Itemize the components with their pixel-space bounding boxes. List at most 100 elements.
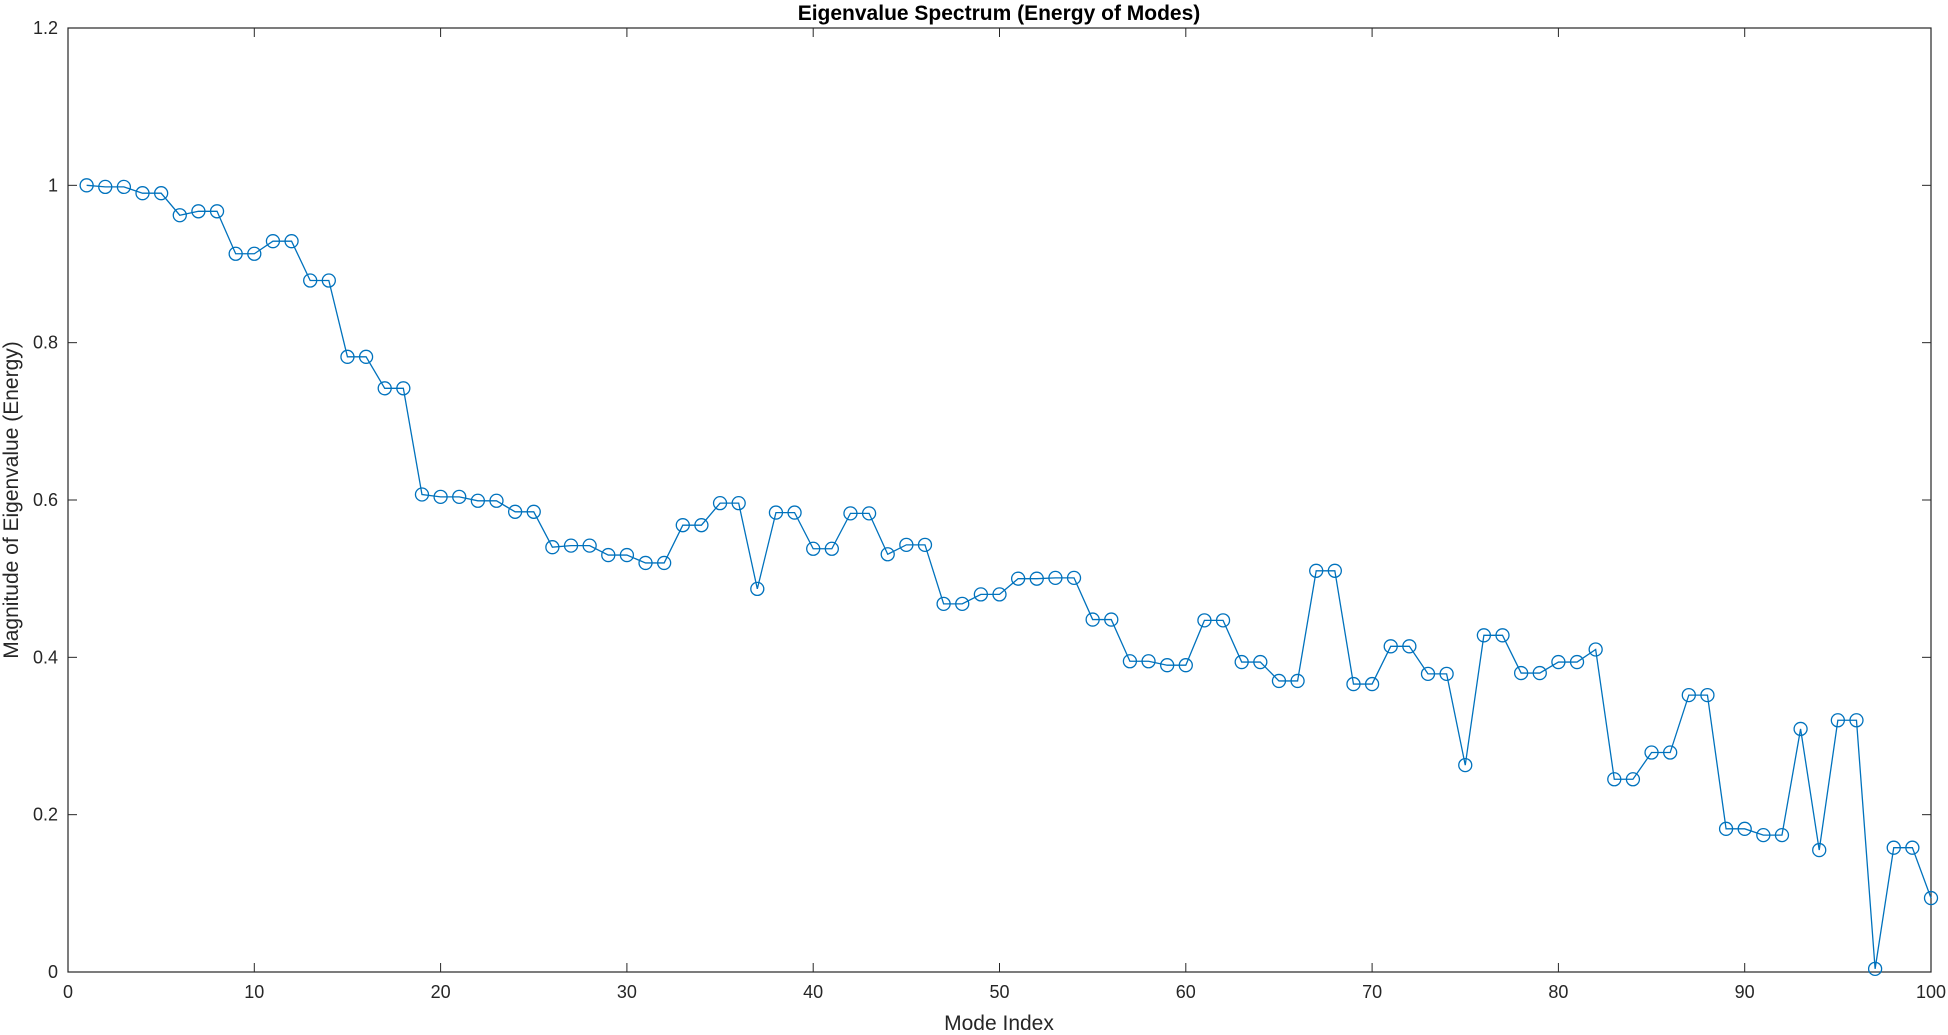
x-tick-label: 0 [63, 982, 73, 1002]
data-point [1718, 821, 1734, 836]
data-point [172, 208, 187, 223]
data-point [1439, 666, 1454, 682]
y-tick-label: 0.2 [33, 805, 58, 825]
plot-frame [67, 27, 1932, 973]
chart-title: Eigenvalue Spectrum (Energy of Modes) [798, 2, 1201, 25]
data-point [936, 596, 951, 611]
data-point [265, 234, 281, 249]
data-point [694, 518, 709, 533]
data-point [973, 587, 989, 602]
data-point [992, 587, 1007, 602]
data-point [340, 349, 355, 364]
data-point [526, 504, 541, 519]
y-axis-ticks: 0 0.2 0.4 0.6 0.8 1 1.2 [33, 18, 1931, 982]
data-point [1737, 821, 1752, 836]
data-point [1048, 570, 1063, 586]
data-point [861, 506, 877, 521]
data-point [377, 381, 392, 396]
data-point [433, 489, 448, 505]
data-point [1867, 961, 1883, 977]
data-point [1364, 676, 1380, 692]
data-point [1402, 639, 1417, 654]
data-point [731, 495, 746, 511]
data-point [824, 541, 839, 556]
data-point [638, 555, 653, 571]
data-point [601, 547, 616, 563]
data-point [1010, 571, 1026, 586]
data-point [1663, 745, 1678, 760]
data-point [619, 547, 635, 563]
data-point [358, 349, 374, 364]
x-tick-label: 40 [803, 982, 823, 1002]
x-tick-label: 100 [1916, 982, 1946, 1002]
data-point [1756, 827, 1771, 843]
data-point [899, 537, 914, 552]
y-tick-label: 1 [48, 175, 58, 195]
x-tick-label: 20 [431, 982, 451, 1002]
data-point [228, 246, 243, 261]
data-point [1830, 713, 1845, 728]
data-point [1458, 757, 1473, 773]
series-line [86, 184, 1932, 969]
data-point [1551, 654, 1566, 670]
data-point [750, 581, 765, 597]
data-point [563, 538, 579, 553]
data-point [116, 179, 132, 195]
data-point [1849, 713, 1864, 728]
data-point [1607, 772, 1622, 787]
data-point [284, 234, 299, 249]
data-point [1383, 639, 1398, 654]
y-tick-label: 0.8 [33, 333, 58, 353]
data-point [1327, 563, 1342, 578]
data-point [1346, 676, 1361, 692]
data-point [321, 273, 336, 288]
data-point [452, 489, 467, 505]
data-point [1774, 827, 1790, 843]
data-point [1923, 890, 1939, 906]
data-point [1197, 613, 1212, 628]
data-point [787, 505, 802, 520]
data-point [1905, 840, 1920, 855]
data-point [768, 505, 784, 520]
data-point [1793, 721, 1808, 737]
x-axis-label: Mode Index [944, 1012, 1054, 1035]
data-point [1700, 687, 1715, 703]
data-point [135, 186, 150, 201]
data-point [1178, 658, 1193, 673]
y-tick-label: 1.2 [33, 18, 58, 38]
plot-background [68, 28, 1931, 972]
data-point [414, 487, 430, 502]
data-point [1029, 571, 1044, 586]
data-point [1532, 665, 1547, 681]
data-point [545, 540, 560, 555]
data-point [1420, 666, 1436, 682]
y-tick-label: 0.6 [33, 490, 58, 510]
data-point [1290, 673, 1305, 689]
data-point [806, 541, 821, 556]
x-tick-label: 50 [989, 982, 1009, 1002]
x-tick-label: 60 [1176, 982, 1196, 1002]
data-point [247, 246, 262, 261]
data-point [1104, 612, 1119, 627]
data-point [470, 493, 486, 508]
data-point [1085, 612, 1100, 627]
x-tick-label: 90 [1735, 982, 1755, 1002]
data-point [1625, 772, 1641, 787]
y-tick-label: 0 [48, 962, 58, 982]
data-point [843, 506, 858, 521]
data-point [1234, 654, 1249, 670]
data-point [1309, 563, 1324, 578]
data-point [1160, 658, 1175, 673]
data-point [1644, 745, 1659, 760]
x-tick-label: 10 [244, 982, 264, 1002]
data-point [657, 555, 672, 571]
data-point [1495, 628, 1510, 643]
data-point [209, 204, 225, 219]
data-point [396, 381, 411, 396]
data-point [1513, 665, 1529, 681]
data-point [917, 537, 933, 552]
data-point [1812, 842, 1827, 858]
data-point [1066, 570, 1082, 586]
data-point [675, 518, 690, 533]
